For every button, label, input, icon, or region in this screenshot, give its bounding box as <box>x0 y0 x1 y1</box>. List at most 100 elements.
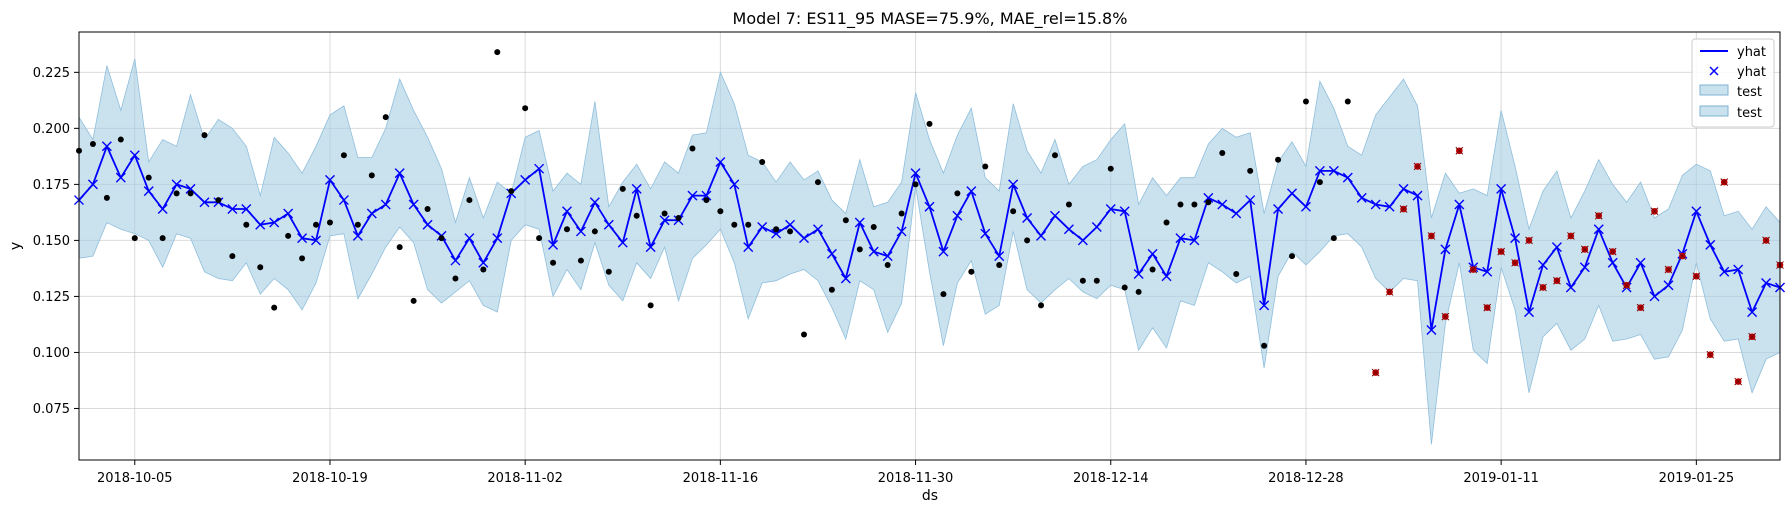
yhat-marker <box>938 246 949 257</box>
actual-point <box>605 268 612 275</box>
yhat-marker <box>311 235 322 246</box>
yhat-marker <box>1063 224 1074 235</box>
test-actual-point <box>1567 232 1575 240</box>
yhat-marker <box>1537 260 1548 271</box>
actual-point <box>689 145 696 152</box>
actual-point <box>438 235 445 242</box>
actual-point <box>117 136 124 143</box>
actual-point <box>410 297 417 304</box>
test-actual-point <box>1385 288 1394 296</box>
actual-point <box>563 226 570 233</box>
test-actual-point <box>1748 332 1756 341</box>
yhat-marker <box>1398 183 1409 194</box>
x-tick-label: 2018-10-05 <box>97 471 173 486</box>
yhat-marker <box>157 204 168 215</box>
actual-point <box>633 212 640 219</box>
yhat-marker <box>966 186 977 197</box>
test-actual-point <box>1469 265 1478 274</box>
test-actual-point <box>1594 211 1603 220</box>
actual-point <box>1177 201 1184 208</box>
yhat-marker <box>1314 165 1325 176</box>
yhat-marker <box>757 221 768 232</box>
actual-point <box>1219 150 1226 157</box>
x-tick-label: 2018-12-28 <box>1268 471 1344 486</box>
yhat-marker <box>868 246 879 257</box>
actual-point <box>215 197 222 204</box>
yhat-marker <box>129 150 140 161</box>
yhat-marker <box>1579 262 1590 273</box>
actual-point <box>480 266 487 273</box>
actual-point <box>326 219 333 226</box>
actual-point <box>1121 284 1128 291</box>
yhat-marker <box>1663 280 1674 291</box>
legend-test-band-swatch-2 <box>1699 105 1729 117</box>
test-actual-point <box>1664 265 1673 274</box>
yhat-marker <box>115 172 126 183</box>
yhat-marker <box>87 179 98 190</box>
y-tick-label: 0.100 <box>33 346 70 361</box>
legend-label-yhat-marker: yhat <box>1737 65 1766 80</box>
yhat-marker <box>1119 206 1130 217</box>
test-actual-point <box>1650 207 1659 216</box>
test-actual-point <box>1525 236 1533 245</box>
yhat-marker <box>1245 195 1256 206</box>
yhat-marker <box>1691 206 1702 217</box>
yhat-marker <box>101 141 112 152</box>
test-actual-point <box>1511 258 1519 267</box>
legend-label-yhat-line: yhat <box>1737 45 1766 60</box>
x-tick-label: 2018-11-16 <box>683 471 759 486</box>
x-tick-label: 2018-11-02 <box>487 471 563 486</box>
test-actual-point <box>1441 312 1450 321</box>
yhat-marker <box>422 219 433 230</box>
y-tick-label: 0.200 <box>33 122 70 137</box>
actual-point <box>89 141 96 148</box>
test-actual-point <box>1413 162 1422 171</box>
actual-point <box>257 264 264 271</box>
legend-label-test-1: test <box>1737 85 1762 100</box>
test-actual-point <box>1580 245 1589 254</box>
legend-label-test-2: test <box>1737 106 1762 121</box>
yhat-marker <box>338 195 349 206</box>
yhat-marker <box>882 251 893 262</box>
x-tick-layer: 2018-10-05 2018-10-19 2018-11-02 2018-11-16… <box>97 460 1734 486</box>
y-axis-label: y <box>8 242 24 250</box>
yhat-marker <box>1356 192 1367 203</box>
x-tick-label: 2018-10-19 <box>292 471 368 486</box>
yhat-marker <box>227 204 238 215</box>
line-layer <box>74 141 1785 336</box>
actual-point <box>982 163 989 170</box>
test-actual-point <box>1608 247 1617 256</box>
test-actual-point <box>1622 281 1631 290</box>
yhat-marker <box>1161 271 1172 282</box>
actual-point <box>1316 179 1323 186</box>
actual-point <box>619 185 626 192</box>
test-actual-point <box>1497 247 1506 256</box>
yhat-marker <box>840 273 851 284</box>
yhat-marker <box>1412 190 1423 201</box>
actual-point <box>1149 266 1156 273</box>
yhat-marker <box>743 242 754 253</box>
actual-point <box>1107 165 1114 172</box>
actual-point <box>243 221 250 228</box>
x-tick-label: 2019-01-25 <box>1659 471 1735 486</box>
yhat-marker <box>520 174 531 185</box>
actual-point <box>731 221 738 228</box>
yhat-marker <box>1231 208 1242 219</box>
actual-point <box>299 255 306 262</box>
yhat-marker <box>659 215 670 226</box>
actual-point <box>912 181 919 188</box>
yhat-marker <box>1049 210 1060 221</box>
yhat-marker <box>143 186 154 197</box>
actual-point <box>773 226 780 233</box>
actual-point <box>898 210 905 217</box>
test-actual-point <box>1371 368 1380 377</box>
actual-point <box>1065 201 1072 208</box>
actual-point <box>452 275 459 282</box>
yhat-marker <box>854 217 865 228</box>
yhat-marker <box>1384 201 1395 212</box>
actual-point <box>1330 235 1337 242</box>
actual-point <box>968 268 975 275</box>
test-actual-point <box>1762 236 1770 245</box>
yhat-marker <box>548 239 559 250</box>
yhat-marker <box>896 226 907 237</box>
